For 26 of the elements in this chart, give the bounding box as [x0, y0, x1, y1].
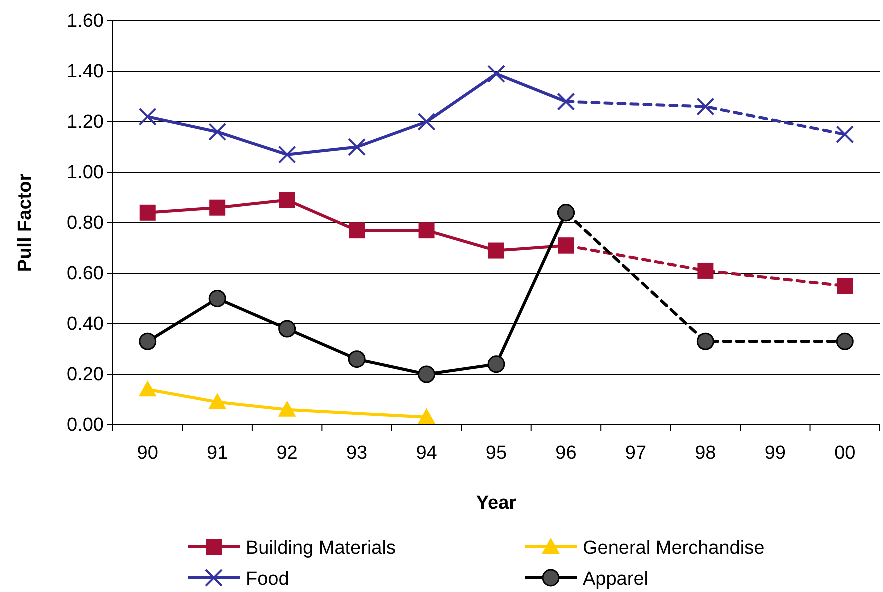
x-tick-label: 92	[276, 443, 298, 464]
legend-label: Apparel	[583, 569, 648, 590]
x-axis-title: Year	[476, 493, 518, 514]
y-tick-label: 0.20	[67, 364, 104, 386]
x-tick-label: 93	[346, 443, 368, 464]
x-tick-label: 97	[625, 443, 647, 464]
y-tick-label: 1.40	[67, 62, 104, 83]
x-tick-label: 99	[764, 443, 786, 464]
x-tick-label: 90	[137, 443, 158, 464]
x-tick-label: 94	[416, 443, 438, 464]
x-tick-label: 91	[207, 443, 228, 464]
x-tick-label: 96	[556, 443, 577, 464]
y-tick-label: 0.40	[67, 314, 104, 336]
x-tick-label: 00	[834, 443, 856, 464]
x-tick-label: 95	[486, 443, 508, 464]
y-axis-title: Pull Factor	[15, 173, 36, 272]
y-tick-label: 1.20	[67, 112, 104, 134]
legend-label: Building Materials	[246, 538, 396, 559]
legend-label: Food	[246, 569, 290, 590]
y-tick-label: 0.80	[67, 213, 104, 234]
x-tick-label: 98	[695, 443, 716, 464]
y-tick-label: 1.60	[67, 11, 104, 32]
y-tick-label: 0.00	[67, 415, 104, 436]
y-tick-label: 0.60	[67, 264, 104, 285]
legend-label: General Merchandise	[583, 538, 765, 559]
y-tick-label: 1.00	[67, 162, 104, 184]
